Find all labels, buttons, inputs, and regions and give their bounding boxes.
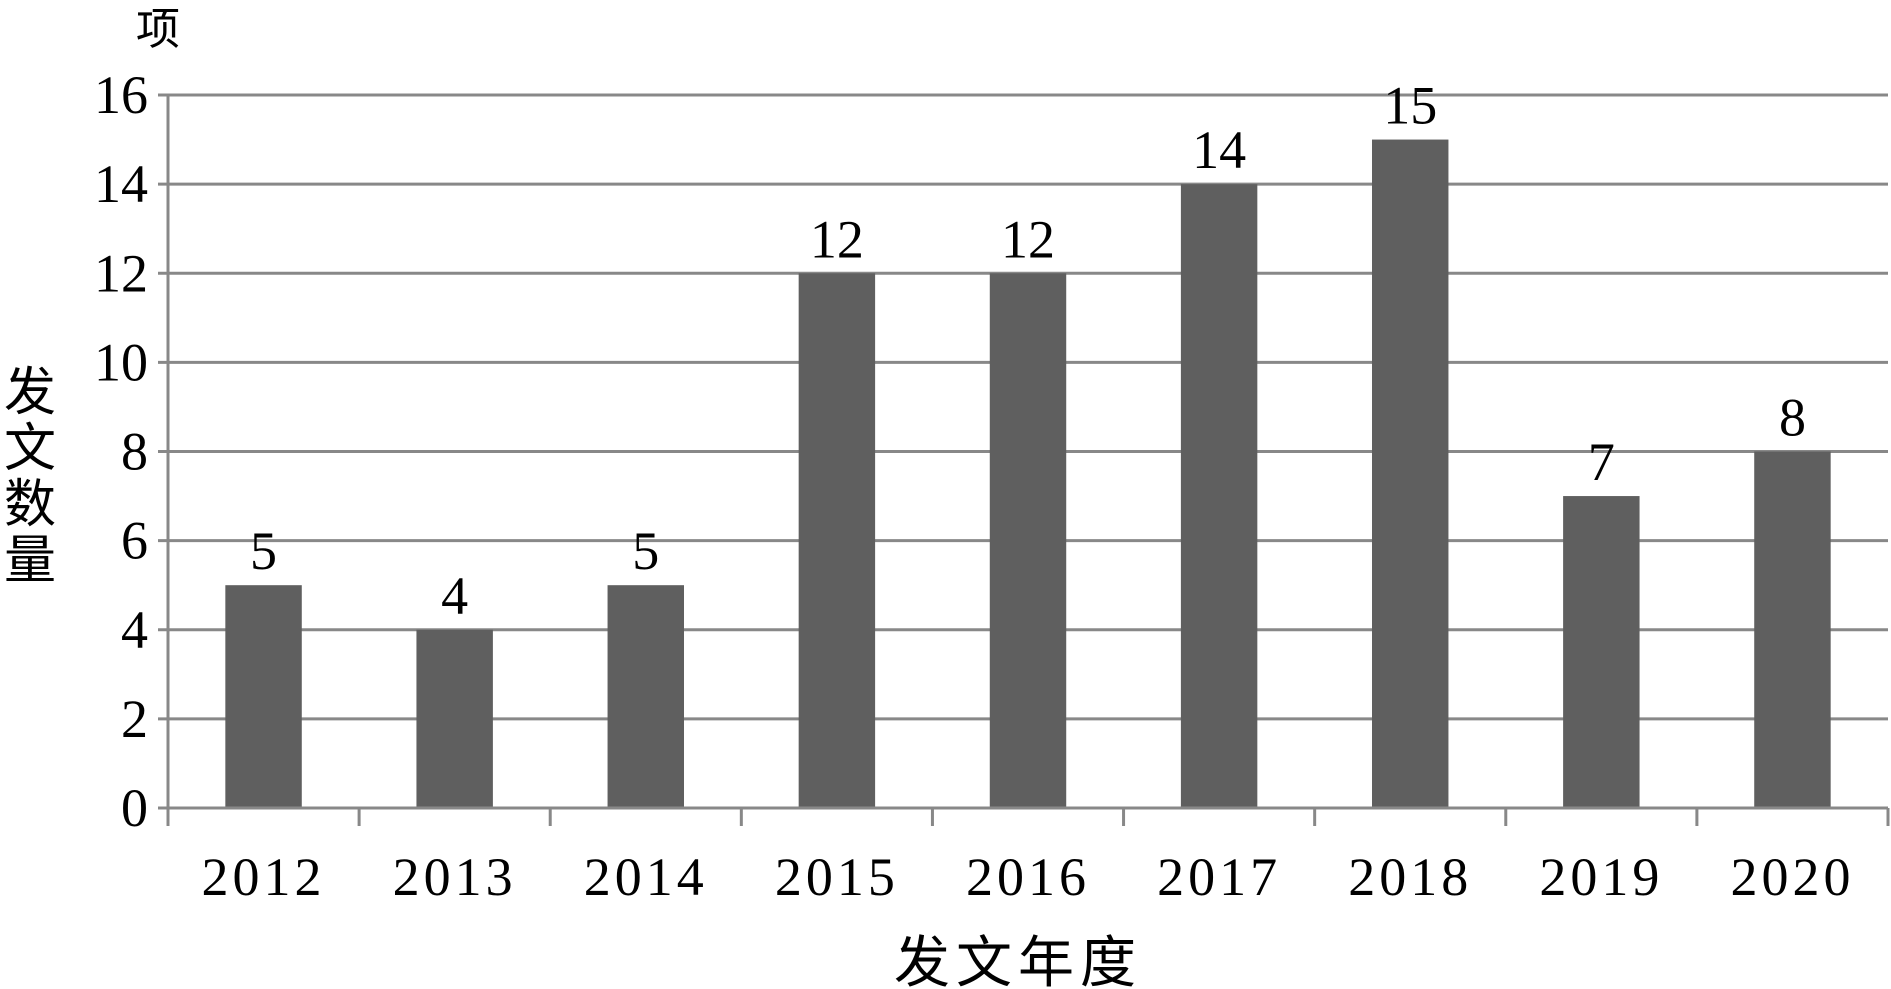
x-tick-label-2018: 2018: [1348, 847, 1472, 907]
data-label-2014: 5: [632, 521, 659, 581]
bar-2013: [416, 629, 493, 808]
x-tick-label-2016: 2016: [966, 847, 1090, 907]
bar-2014: [607, 585, 684, 808]
y-tick-label: 4: [121, 600, 148, 660]
x-tick-labels: 2012 2013 2014 2015 2016 2017 2018 2019 2020: [202, 847, 1854, 907]
y-tick-label: 12: [94, 243, 148, 303]
bar-2016: [989, 273, 1067, 808]
bar-2015: [798, 273, 876, 808]
y-tick-label: 10: [94, 332, 148, 392]
y-tick-label: 2: [121, 689, 148, 749]
y-tick-label: 0: [121, 778, 148, 838]
x-tick-label-2017: 2017: [1157, 847, 1281, 907]
y-unit-label: 项: [136, 5, 180, 54]
bars: [225, 139, 1831, 808]
data-label-2013: 4: [441, 566, 468, 626]
data-label-2019: 7: [1588, 432, 1615, 492]
y-tick-label: 16: [94, 65, 148, 125]
data-label-2016: 12: [1001, 209, 1055, 269]
x-tick-label-2013: 2013: [393, 847, 517, 907]
bar-2020: [1754, 451, 1831, 808]
x-tick-label-2019: 2019: [1539, 847, 1663, 907]
data-label-2020: 8: [1779, 388, 1806, 448]
x-axis-title: 发文年度: [894, 933, 1142, 989]
x-tick-label-2012: 2012: [202, 847, 326, 907]
bar-2018: [1372, 139, 1449, 808]
x-tick-label-2020: 2020: [1730, 847, 1854, 907]
data-label-2012: 5: [250, 521, 277, 581]
bar-2012: [225, 585, 302, 808]
bar-2017: [1180, 184, 1258, 808]
y-tick-label: 8: [121, 422, 148, 482]
data-label-2017: 14: [1192, 120, 1246, 180]
data-label-2018: 15: [1383, 76, 1437, 136]
y-tick-label: 6: [121, 511, 148, 571]
y-tick-label: 14: [94, 154, 148, 214]
axes: [158, 93, 1890, 826]
y-axis-title: 发文数量: [4, 365, 56, 590]
y-tick-labels: 0 2 4 6 8 10 12 14 16: [94, 65, 148, 838]
bar-2019: [1563, 496, 1640, 808]
x-tick-label-2015: 2015: [775, 847, 899, 907]
x-tick-label-2014: 2014: [584, 847, 708, 907]
data-labels: 5 4 5 12 12 14 15 7 8: [250, 76, 1806, 626]
data-label-2015: 12: [810, 209, 864, 269]
